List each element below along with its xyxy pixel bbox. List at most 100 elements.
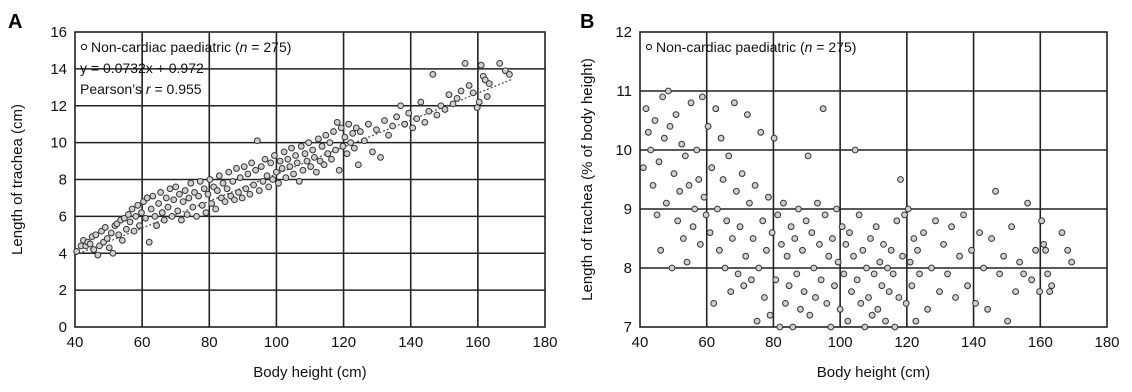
data-point xyxy=(659,93,667,101)
data-point xyxy=(341,133,349,141)
x-tick-label: 120 xyxy=(894,334,919,351)
data-point xyxy=(984,305,991,313)
data-point xyxy=(326,139,334,147)
data-point xyxy=(195,192,202,200)
data-point xyxy=(240,163,248,170)
data-point xyxy=(377,153,384,161)
data-point xyxy=(783,252,791,260)
data-point xyxy=(118,236,126,244)
data-point xyxy=(178,216,185,224)
data-point xyxy=(685,182,693,189)
data-point xyxy=(763,246,770,254)
data-point xyxy=(1064,246,1072,254)
data-point xyxy=(960,211,967,219)
x-tick-label: 100 xyxy=(264,334,289,351)
data-point xyxy=(717,134,725,142)
data-point xyxy=(759,217,767,225)
y-tick-label: 12 xyxy=(50,98,67,115)
regression-equation: y = 0.0732x + 0.972 xyxy=(80,60,204,76)
data-point xyxy=(870,270,878,278)
data-point xyxy=(356,128,364,135)
legend-label: Non-cardiac paediatric (n = 275) xyxy=(91,39,291,55)
data-point xyxy=(433,111,441,119)
data-point xyxy=(757,128,765,136)
data-point xyxy=(916,270,923,278)
data-point xyxy=(831,282,838,290)
data-point xyxy=(996,270,1003,278)
data-point xyxy=(848,288,855,296)
data-point xyxy=(787,223,795,231)
y-axis-title: Length of trachea (cm) xyxy=(9,104,26,255)
data-point xyxy=(702,211,710,219)
data-point xyxy=(90,246,98,253)
data-point xyxy=(347,139,355,147)
data-point xyxy=(1032,246,1040,254)
data-point xyxy=(292,152,299,159)
data-point xyxy=(855,211,863,219)
data-point xyxy=(73,248,81,255)
data-point xyxy=(105,244,113,252)
data-point xyxy=(483,93,491,100)
data-point xyxy=(312,168,320,176)
data-point xyxy=(238,194,246,202)
data-point xyxy=(92,231,100,239)
y-tick-label: 14 xyxy=(50,61,67,78)
data-point xyxy=(816,241,823,248)
data-point xyxy=(712,105,720,113)
data-point xyxy=(172,183,180,191)
data-point xyxy=(109,249,117,257)
y-tick-label: 10 xyxy=(50,135,67,152)
data-point xyxy=(891,323,899,331)
data-point xyxy=(872,223,880,231)
data-point xyxy=(1068,258,1076,266)
data-point xyxy=(846,229,853,237)
data-point xyxy=(681,152,689,160)
data-point xyxy=(857,300,865,307)
data-point xyxy=(876,258,884,266)
data-point xyxy=(748,276,755,284)
data-point xyxy=(766,311,774,319)
y-tick-label: 8 xyxy=(59,172,67,189)
data-point xyxy=(683,258,691,266)
data-point xyxy=(749,235,757,242)
data-point xyxy=(343,150,351,158)
data-point xyxy=(223,185,231,193)
data-point xyxy=(660,134,668,142)
data-point xyxy=(189,203,197,211)
data-point xyxy=(893,217,901,225)
data-point xyxy=(853,276,861,284)
data-point xyxy=(823,300,831,307)
data-point xyxy=(213,187,221,194)
data-point xyxy=(827,323,835,331)
y-tick-label: 0 xyxy=(59,319,67,336)
data-point xyxy=(236,174,244,182)
data-point xyxy=(655,158,663,166)
data-point xyxy=(187,179,195,187)
data-point xyxy=(286,163,294,170)
data-point xyxy=(365,120,372,128)
data-point xyxy=(193,212,200,220)
data-point xyxy=(810,264,818,272)
data-point xyxy=(284,155,292,163)
data-point xyxy=(235,189,242,196)
data-point xyxy=(429,71,437,78)
data-point xyxy=(269,176,277,183)
data-point xyxy=(679,235,687,242)
data-point xyxy=(128,205,136,213)
data-point xyxy=(204,190,212,198)
data-point xyxy=(151,212,159,220)
data-point xyxy=(728,235,736,242)
data-point xyxy=(785,282,793,290)
data-point xyxy=(221,198,229,206)
data-point xyxy=(145,238,153,246)
data-point xyxy=(861,323,869,331)
x-tick-label: 160 xyxy=(465,334,490,351)
data-point xyxy=(867,235,874,242)
data-point xyxy=(734,270,742,278)
data-point xyxy=(206,176,214,183)
x-tick-label: 40 xyxy=(67,334,84,351)
data-point xyxy=(473,104,481,111)
data-point xyxy=(157,189,165,196)
data-point xyxy=(706,229,714,237)
data-point xyxy=(755,264,763,272)
